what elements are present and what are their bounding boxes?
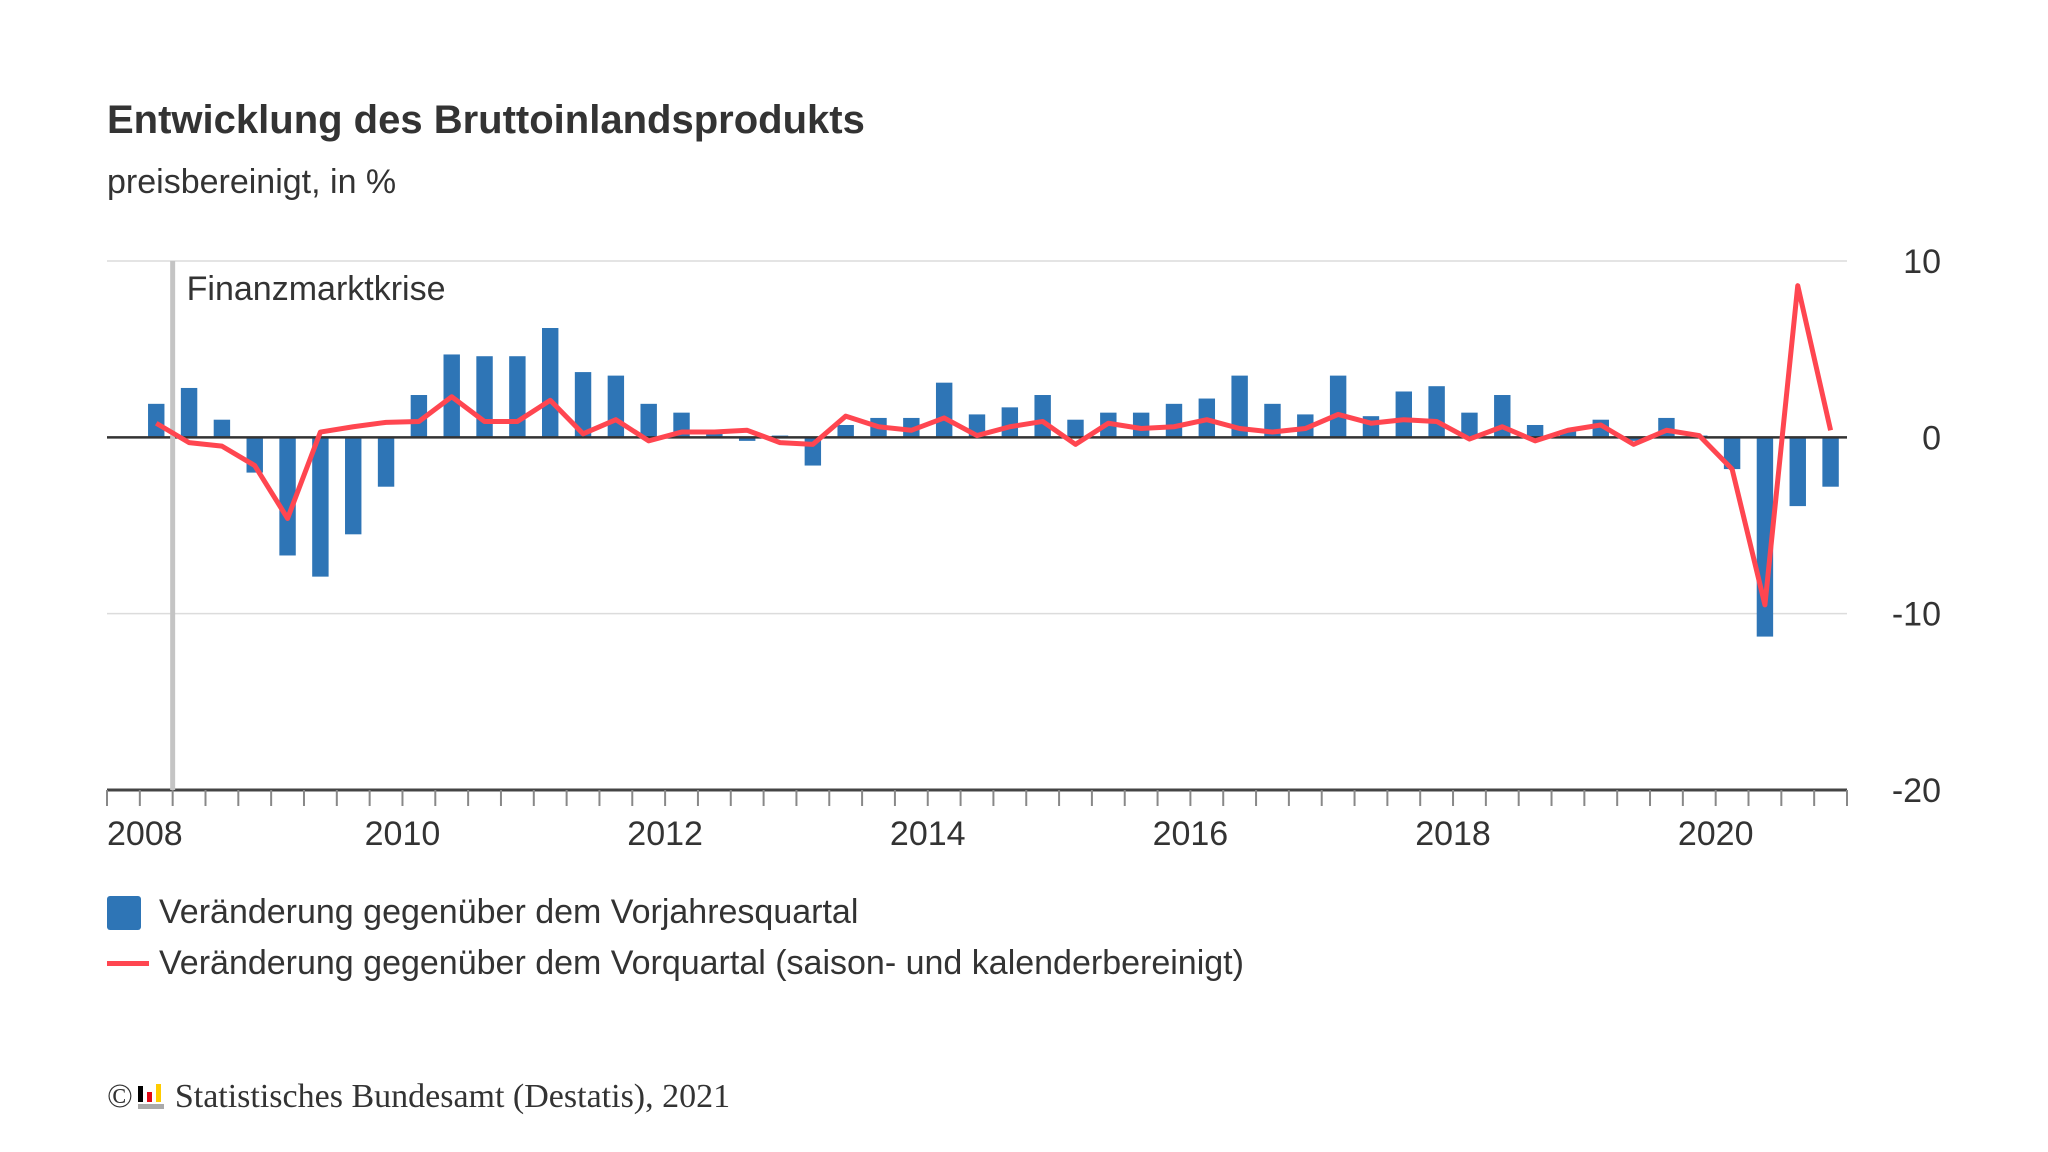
bar-2008-Q3	[213, 419, 231, 438]
bar-2009-Q1	[279, 437, 296, 556]
bar-2018-Q3	[1526, 424, 1544, 438]
bar-2014-Q4	[1034, 395, 1051, 438]
y-tick-label: 10	[1903, 243, 1941, 281]
bar-2018-Q4	[1559, 430, 1577, 438]
bar-2008-Q2	[180, 387, 198, 438]
bar-2016-Q3	[1264, 403, 1281, 438]
footer-credit: © Statistisches Bundesamt (Destatis), 20…	[107, 1078, 730, 1116]
bar-2010-Q3	[476, 356, 493, 438]
x-tick-label: 2008	[107, 815, 183, 853]
bar-2011-Q1	[542, 328, 559, 438]
bar-2009-Q4	[377, 437, 395, 487]
x-tick-label: 2012	[627, 815, 703, 853]
x-tick-label: 2020	[1678, 815, 1754, 853]
legend-line-label: Veränderung gegenüber dem Vorquartal (sa…	[159, 944, 1244, 982]
legend-line-swatch	[107, 961, 149, 966]
destatis-logo-icon	[137, 1084, 164, 1109]
x-tick-label: 2014	[890, 815, 966, 853]
bar-2020-Q4	[1822, 437, 1839, 487]
line-series	[154, 283, 1834, 608]
bar-2009-Q3	[345, 437, 362, 535]
gdp-chart: Finanzmarktkrise 10 0 -10 -20 2008 2010 2012 20…	[106, 243, 1941, 853]
copyright-symbol: ©	[107, 1078, 133, 1115]
bar-2017-Q3	[1395, 391, 1412, 438]
bar-2014-Q1	[935, 382, 953, 438]
bar-2020-Q1	[1723, 437, 1741, 470]
bar-2015-Q1	[1067, 419, 1084, 438]
chart-title: Entwicklung des Bruttoinlandsprodukts	[107, 98, 865, 142]
legend-item-line: Veränderung gegenüber dem Vorquartal (sa…	[107, 944, 1244, 983]
chart-subtitle: preisbereinigt, in %	[107, 163, 397, 201]
bar-2015-Q3	[1132, 412, 1150, 438]
bar-2020-Q3	[1789, 437, 1806, 507]
bar-2017-Q1	[1329, 375, 1347, 438]
y-tick-label: 0	[1922, 419, 1941, 457]
bar-2015-Q4	[1165, 403, 1183, 438]
bar-2018-Q1	[1461, 412, 1478, 438]
bar-2014-Q3	[1001, 407, 1019, 438]
x-tick-label: 2018	[1415, 815, 1491, 853]
x-tick-label: 2016	[1153, 815, 1229, 853]
y-tick-label: -10	[1892, 596, 1941, 634]
legend-bar-swatch	[107, 895, 141, 930]
bar-2009-Q2	[312, 437, 329, 577]
bar-2010-Q1	[410, 395, 428, 438]
bar-2008-Q1	[148, 403, 165, 438]
bar-2011-Q4	[640, 403, 657, 438]
y-tick-label: -20	[1892, 772, 1941, 810]
bar-2013-Q2	[837, 424, 854, 438]
bar-2019-Q2	[1625, 437, 1642, 441]
bar-2012-Q3	[738, 437, 756, 441]
footer-text: Statistisches Bundesamt (Destatis), 2021	[174, 1078, 731, 1115]
bar-2012-Q2	[706, 432, 723, 438]
bar-2011-Q3	[607, 375, 625, 438]
x-tick-label: 2010	[365, 815, 441, 853]
bar-2010-Q4	[509, 356, 526, 438]
legend-item-bars: Veränderung gegenüber dem Vorjahresquart…	[107, 893, 858, 932]
bar-2017-Q4	[1428, 386, 1445, 438]
annotation-label: Finanzmarktkrise	[187, 270, 446, 308]
bar-2011-Q2	[574, 372, 592, 438]
bar-2016-Q2	[1231, 375, 1248, 438]
legend-bar-label: Veränderung gegenüber dem Vorjahresquart…	[159, 893, 859, 931]
